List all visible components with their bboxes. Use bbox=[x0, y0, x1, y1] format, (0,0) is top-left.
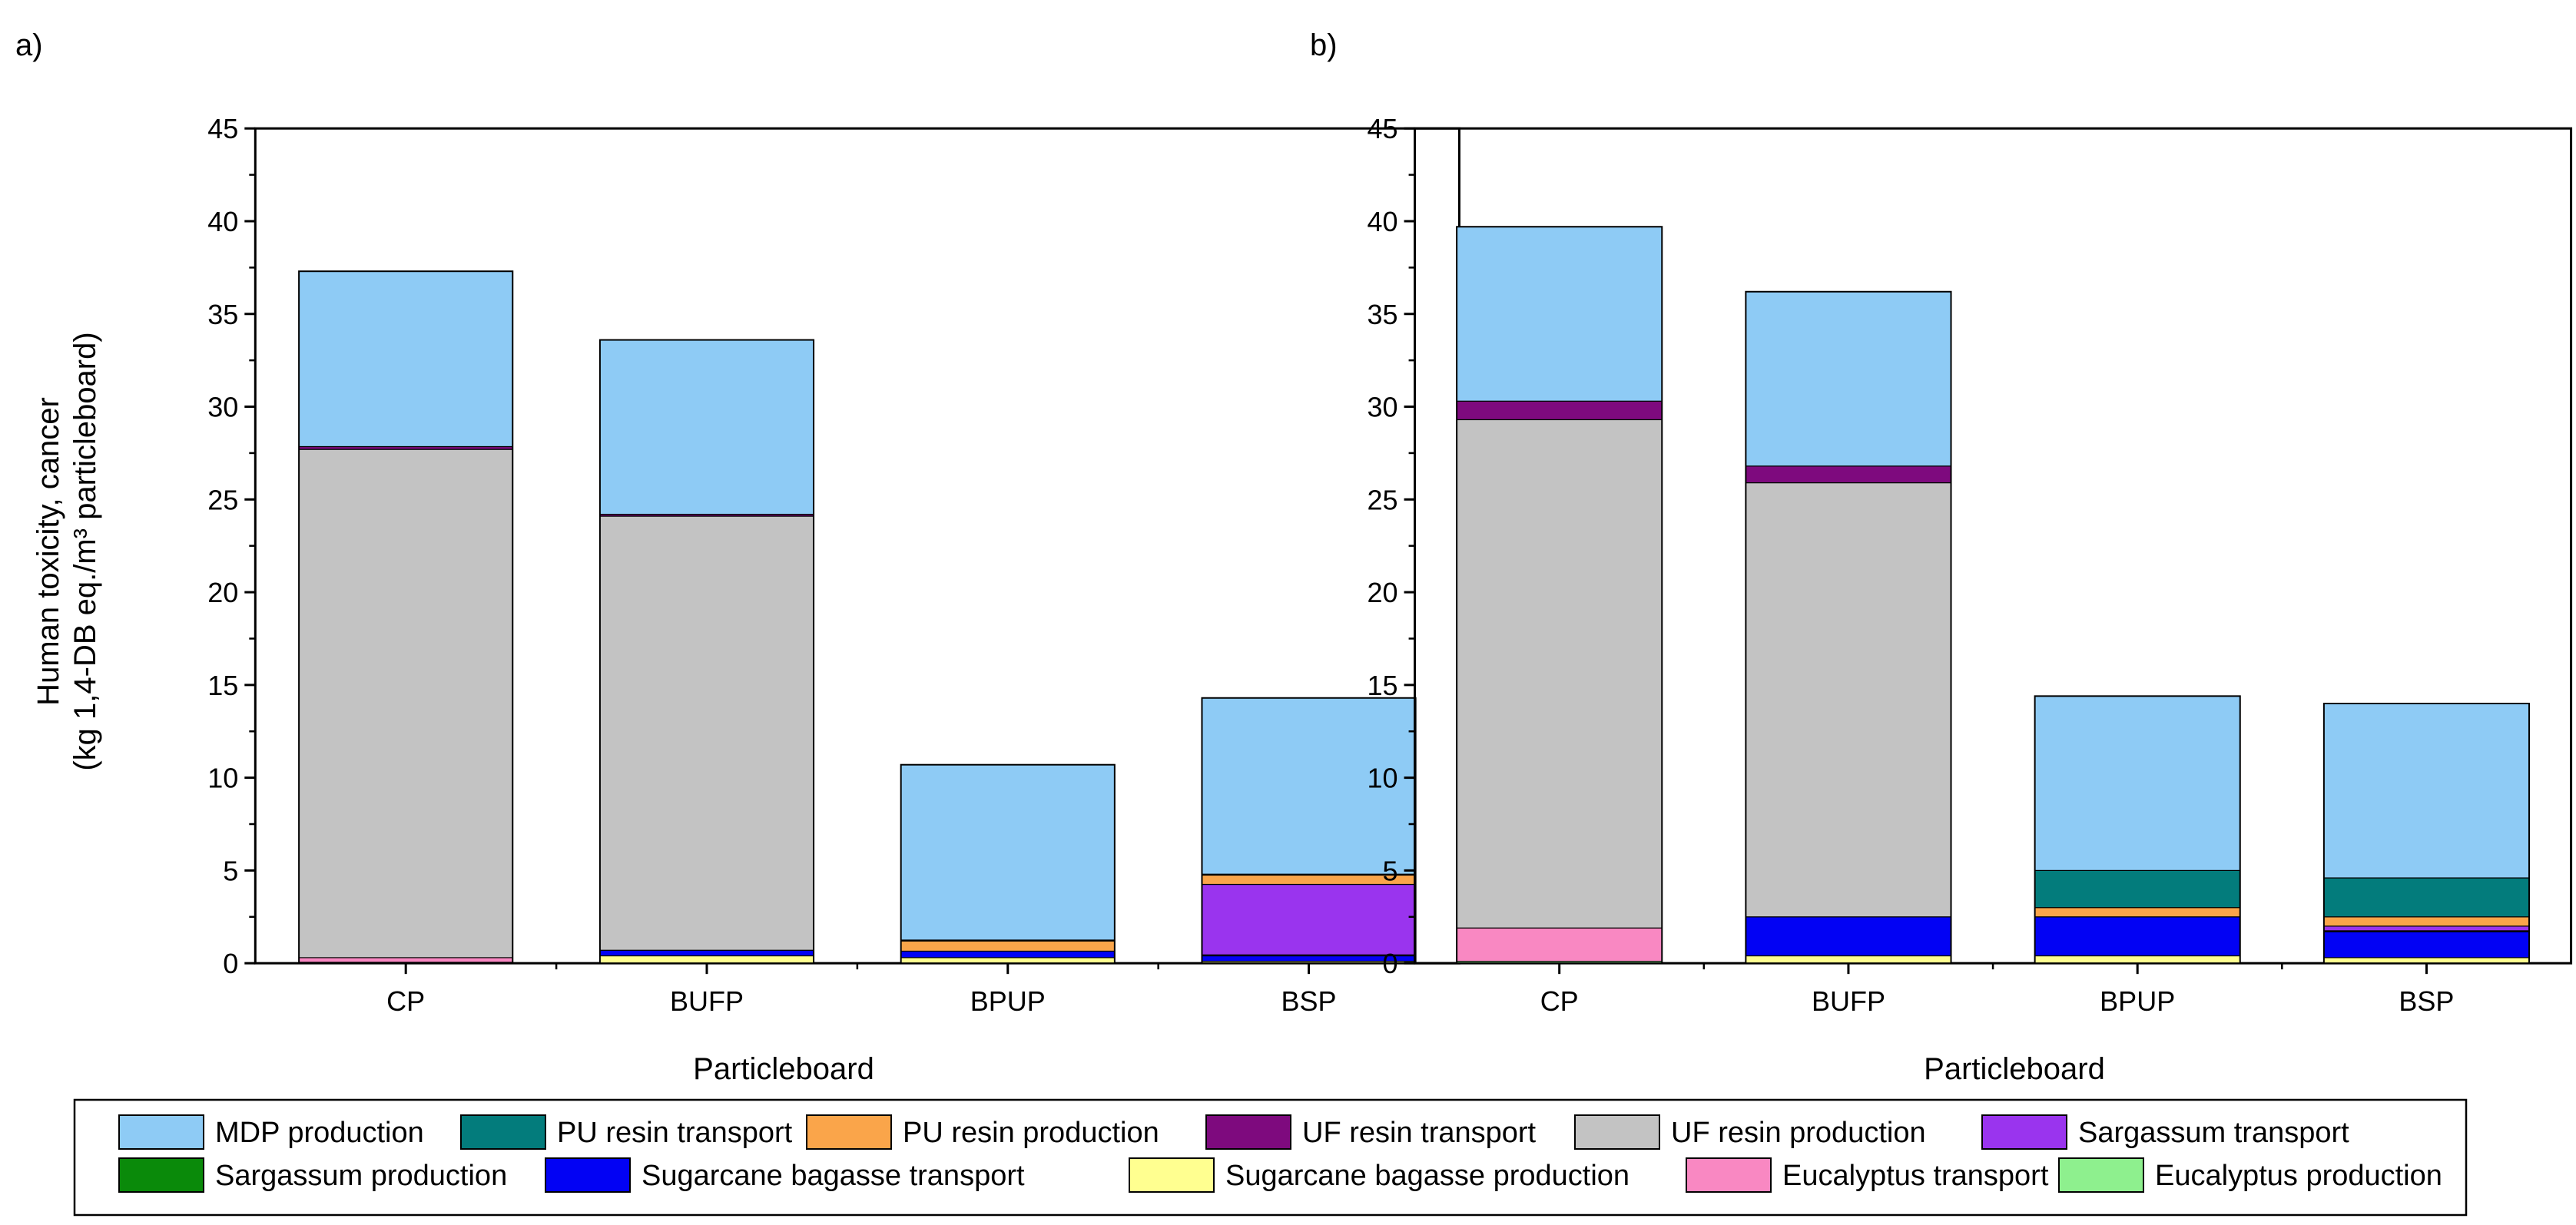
bar-segment-pu-resin-transport-bsp bbox=[2323, 877, 2530, 918]
plot-area-a: 0 5 10 15 20 25 30 35 40 45 CP BUFP BPUP BSP bbox=[207, 113, 1460, 1017]
bar-segment-mdp-production-bufp bbox=[1745, 291, 1952, 467]
y-tick-label-a: 25 bbox=[207, 484, 238, 515]
bar-segment-sugarcane-bagasse-transport-bufp bbox=[1745, 916, 1952, 957]
legend-label-sugarcane-bagasse-transport: Sugarcane bagasse transport bbox=[642, 1160, 1025, 1192]
bar-segment-sugarcane-bagasse-production-bufp bbox=[1745, 955, 1952, 964]
legend-swatch-eucalyptus-transport bbox=[1686, 1157, 1772, 1193]
legend-label-uf-resin-production: UF resin production bbox=[1671, 1117, 1926, 1149]
panel-a: a) 0 5 10 15 20 25 30 35 40 45 CP BUFP BPUP BSP Parti… bbox=[15, 28, 1460, 1086]
legend-items: MDP production PU resin transport PU resin… bbox=[118, 1114, 2442, 1193]
x-tick-label-bufp: BUFP bbox=[1812, 985, 1885, 1017]
y-tick-label-b: 5 bbox=[1383, 855, 1398, 886]
bar-segment-pu-resin-production-bpup bbox=[900, 940, 1116, 952]
legend-label-eucalyptus-transport: Eucalyptus transport bbox=[1782, 1160, 2049, 1192]
bar-segment-uf-resin-production-cp bbox=[1456, 419, 1663, 929]
bar-segment-uf-resin-production-bufp bbox=[1745, 482, 1952, 918]
x-tick-label-bufp: BUFP bbox=[670, 985, 744, 1017]
bar-segment-mdp-production-bufp bbox=[599, 339, 814, 515]
y-tick-label-b: 30 bbox=[1368, 392, 1398, 423]
bar-segment-pu-resin-transport-bpup bbox=[2034, 869, 2241, 909]
legend-swatch-sargassum-transport bbox=[1981, 1114, 2067, 1150]
bar-segment-mdp-production-bsp bbox=[2323, 703, 2530, 879]
bar-segment-sugarcane-bagasse-production-bpup bbox=[2034, 955, 2241, 964]
bar-segment-mdp-production-bpup bbox=[900, 764, 1116, 941]
y-tick-label-a: 40 bbox=[207, 206, 238, 237]
y-tick-label-b: 20 bbox=[1368, 577, 1398, 608]
x-tick-label-cp: CP bbox=[386, 985, 425, 1017]
y-tick-label-b: 35 bbox=[1368, 299, 1398, 330]
bar-segment-uf-resin-production-cp bbox=[298, 449, 513, 958]
y-tick-label-b: 10 bbox=[1368, 763, 1398, 794]
legend-label-sugarcane-bagasse-production: Sugarcane bagasse production bbox=[1225, 1160, 1629, 1192]
bar-segment-uf-resin-production-bufp bbox=[599, 515, 814, 951]
x-tick-label-bpup: BPUP bbox=[2100, 985, 2175, 1017]
y-tick-label-b: 40 bbox=[1368, 206, 1398, 237]
x-tick-label-bpup: BPUP bbox=[970, 985, 1046, 1017]
bar-segment-sugarcane-bagasse-transport-bufp bbox=[599, 949, 814, 957]
bar-segment-pu-resin-production-bsp bbox=[2323, 916, 2530, 927]
legend-swatch-sugarcane-bagasse-transport bbox=[545, 1157, 631, 1193]
x-tick-label-bsp: BSP bbox=[1281, 985, 1337, 1017]
legend-swatch-uf-resin-production bbox=[1574, 1114, 1660, 1150]
legend-swatch-eucalyptus-production bbox=[2058, 1157, 2144, 1193]
bar-segment-mdp-production-bsp bbox=[1201, 697, 1417, 875]
y-axis-title: Human toxicity, cancer (kg 1,4-DB eq./m³ … bbox=[31, 332, 102, 770]
y-tick-label-a: 10 bbox=[207, 763, 238, 794]
bar-segment-sugarcane-bagasse-transport-bpup bbox=[2034, 916, 2241, 957]
y-tick-label-b: 0 bbox=[1383, 948, 1398, 979]
y-tick-label-b: 45 bbox=[1368, 113, 1398, 144]
x-axis-title-a: Particleboard bbox=[693, 1052, 874, 1086]
bar-segment-sargassum-transport-bsp bbox=[1201, 883, 1417, 955]
y-axis-title-line: (kg 1,4-DB eq./m³ particleboard) bbox=[68, 332, 102, 770]
legend-label-mdp-production: MDP production bbox=[215, 1117, 424, 1149]
y-tick-label-a: 15 bbox=[207, 670, 238, 701]
panel-label-a: a) bbox=[15, 28, 43, 62]
bar-segment-eucalyptus-transport-cp bbox=[1456, 927, 1663, 962]
y-tick-label-a: 35 bbox=[207, 299, 238, 330]
bar-segment-sugarcane-bagasse-production-bpup bbox=[900, 957, 1116, 964]
legend-label-eucalyptus-production: Eucalyptus production bbox=[2155, 1160, 2442, 1192]
bar-segment-mdp-production-cp bbox=[298, 270, 513, 448]
legend-swatch-mdp-production bbox=[118, 1114, 204, 1150]
bar-segment-sugarcane-bagasse-transport-bpup bbox=[900, 950, 1116, 958]
bar-segment-sugarcane-bagasse-production-bsp bbox=[2323, 957, 2530, 964]
bar-segment-sargassum-transport-bsp bbox=[2323, 925, 2530, 932]
y-axis-title-line: Human toxicity, cancer bbox=[31, 397, 65, 706]
y-tick-label-b: 15 bbox=[1368, 670, 1398, 701]
panel-b: b) 0 5 10 15 20 25 30 35 40 45 CP BUFP BPUP BSP Parti… bbox=[1310, 28, 2573, 1086]
bar-segment-pu-resin-production-bpup bbox=[2034, 907, 2241, 918]
x-tick-label-bsp: BSP bbox=[2399, 985, 2454, 1017]
y-tick-label-a: 20 bbox=[207, 577, 238, 608]
y-tick-label-a: 30 bbox=[207, 392, 238, 423]
legend-swatch-pu-resin-transport bbox=[460, 1114, 546, 1150]
y-tick-label-a: 45 bbox=[207, 113, 238, 144]
legend-swatch-pu-resin-production bbox=[806, 1114, 892, 1150]
legend-swatch-sugarcane-bagasse-production bbox=[1129, 1157, 1215, 1193]
legend-label-pu-resin-transport: PU resin transport bbox=[557, 1117, 793, 1149]
y-tick-label-b: 25 bbox=[1368, 484, 1398, 515]
bar-segment-sugarcane-bagasse-transport-bsp bbox=[2323, 931, 2530, 958]
legend-label-sargassum-production: Sargassum production bbox=[215, 1160, 507, 1192]
legend-swatch-sargassum-production bbox=[118, 1157, 204, 1193]
x-tick-label-cp: CP bbox=[1540, 985, 1579, 1017]
bar-segment-uf-resin-transport-cp bbox=[1456, 400, 1663, 421]
plot-area-b: 0 5 10 15 20 25 30 35 40 45 CP BUFP BPUP BSP bbox=[1368, 113, 2573, 1017]
x-axis-title-b: Particleboard bbox=[1924, 1052, 2105, 1086]
legend: MDP production PU resin transport PU resin… bbox=[73, 1098, 2468, 1217]
legend-label-uf-resin-transport: UF resin transport bbox=[1302, 1117, 1537, 1149]
y-tick-label-a: 5 bbox=[223, 855, 238, 886]
y-tick-label-a: 0 bbox=[223, 948, 238, 979]
bar-segment-mdp-production-cp bbox=[1456, 226, 1663, 402]
legend-swatch-uf-resin-transport bbox=[1205, 1114, 1291, 1150]
panel-label-b: b) bbox=[1310, 28, 1338, 62]
bar-segment-eucalyptus-transport-cp bbox=[298, 957, 513, 963]
bar-segment-mdp-production-bpup bbox=[2034, 695, 2241, 871]
bar-segment-sugarcane-bagasse-production-bufp bbox=[599, 955, 814, 964]
bar-segment-uf-resin-transport-bufp bbox=[1745, 465, 1952, 484]
legend-label-sargassum-transport: Sargassum transport bbox=[2078, 1117, 2349, 1149]
legend-label-pu-resin-production: PU resin production bbox=[903, 1117, 1159, 1149]
